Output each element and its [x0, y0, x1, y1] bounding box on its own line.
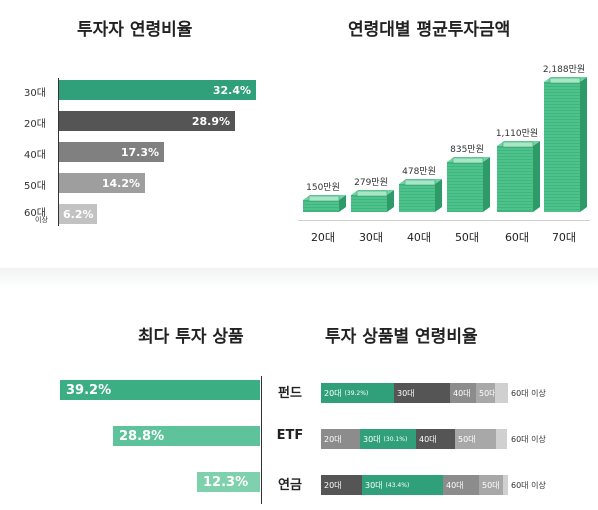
avg-invest-axis — [298, 220, 590, 221]
top-product-bar: 39.2% — [60, 380, 260, 400]
stacked-segment: 40대 — [443, 475, 479, 495]
segment-detail: (43.4%) — [385, 481, 410, 489]
age-category-label: 50대 — [24, 181, 46, 192]
stacked-segment: 50대 — [479, 475, 503, 495]
product-age-title: 투자 상품별 연령비율 — [325, 327, 478, 347]
age-category-label: 20대 — [24, 119, 46, 130]
avg-invest-value-label: 150만원 — [306, 183, 340, 193]
segment-label: 50대 — [479, 388, 495, 398]
age-ratio-title: 투자자 연령비율 — [77, 20, 193, 40]
top-product-bar: 12.3% — [197, 472, 260, 492]
money-stack-bar — [303, 195, 346, 212]
stacked-segment: 40대 — [416, 429, 455, 449]
stacked-segment: 50대 — [476, 383, 495, 403]
stacked-segment: 20대 — [321, 475, 362, 495]
age-bar: 32.4% — [59, 80, 256, 100]
age-bar: 28.9% — [59, 111, 235, 131]
segment-label: 50대 — [458, 434, 476, 444]
age-category-label: 60대 — [24, 208, 46, 219]
product-label: 연금 — [278, 478, 302, 493]
top-products-title: 최다 투자 상품 — [138, 327, 244, 347]
avg-invest-value-label: 2,188만원 — [542, 65, 586, 75]
money-stack-bar — [544, 77, 587, 212]
avg-invest-value-label: 279만원 — [354, 178, 388, 188]
stacked-segment: 30대 (43.4%) — [362, 475, 443, 495]
stacked-segment — [495, 383, 508, 403]
stacked-segment — [503, 475, 508, 495]
segment-label: 20대 — [324, 480, 342, 490]
segment-label: 20대 — [324, 388, 342, 398]
segment-label: 30대 — [363, 434, 381, 444]
top-products-axis — [261, 376, 262, 504]
age-ratio-axis — [58, 78, 59, 226]
avg-invest-value-label: 1,110만원 — [495, 129, 539, 139]
avg-invest-x-label: 30대 — [358, 231, 384, 244]
avg-invest-x-label: 20대 — [310, 231, 336, 244]
stacked-segment — [496, 429, 507, 449]
money-stack-bar — [399, 179, 442, 212]
avg-invest-value-label: 835만원 — [450, 145, 484, 155]
age-category-sublabel: 이상 — [35, 216, 48, 224]
segment-label: 20대 — [324, 434, 342, 444]
stacked-segment: 50대 — [455, 429, 496, 449]
avg-invest-title: 연령대별 평균투자금액 — [348, 20, 511, 40]
avg-invest-x-label: 40대 — [406, 231, 432, 244]
segment-detail: (30.1%) — [383, 435, 408, 443]
product-label: 펀드 — [278, 386, 302, 401]
segment-tail-label: 60대 이상 — [511, 481, 546, 490]
age-bar: 6.2% — [59, 204, 97, 224]
stacked-segment: 20대 — [321, 429, 360, 449]
avg-invest-x-label: 70대 — [551, 231, 577, 244]
age-category-label: 40대 — [24, 150, 46, 161]
money-stack-bar — [351, 190, 394, 212]
segment-tail-label: 60대 이상 — [511, 389, 546, 398]
avg-invest-x-label: 50대 — [454, 231, 480, 244]
stacked-segment: 30대 (30.1%) — [360, 429, 416, 449]
segment-label: 40대 — [419, 434, 437, 444]
segment-label: 40대 — [453, 388, 471, 398]
top-product-bar: 28.8% — [113, 426, 260, 446]
section-divider — [0, 268, 598, 288]
stacked-segment: 20대 (39.2%) — [321, 383, 394, 403]
age-bar: 17.3% — [59, 142, 164, 162]
segment-tail-label: 60대 이상 — [511, 435, 546, 444]
segment-detail: (39.2%) — [344, 389, 369, 397]
stacked-segment: 40대 — [450, 383, 476, 403]
segment-label: 40대 — [446, 480, 464, 490]
product-label: ETF — [276, 428, 304, 443]
money-stack-bar — [497, 141, 540, 212]
avg-invest-x-label: 60대 — [504, 231, 530, 244]
age-category-label: 30대 — [24, 88, 46, 99]
segment-label: 50대 — [482, 480, 500, 490]
money-stack-bar — [447, 157, 490, 212]
bills-svg — [303, 77, 587, 212]
segment-label: 30대 — [397, 388, 415, 398]
stacked-segment: 30대 — [394, 383, 450, 403]
age-bar: 14.2% — [59, 173, 145, 193]
segment-label: 30대 — [365, 480, 383, 490]
avg-invest-value-label: 478만원 — [402, 167, 436, 177]
